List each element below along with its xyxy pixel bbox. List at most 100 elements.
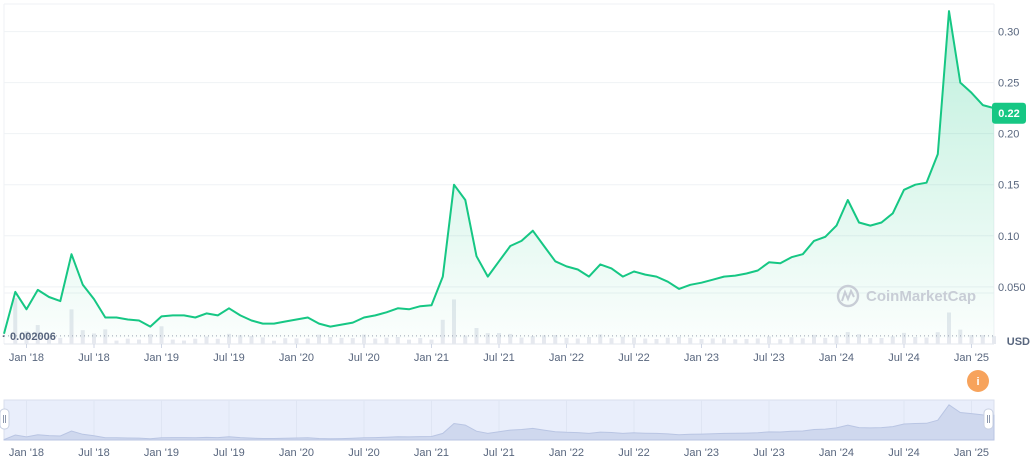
volume-bar — [812, 334, 816, 344]
volume-bar — [215, 338, 220, 344]
event-info-marker[interactable]: i — [967, 370, 989, 392]
volume-bar — [609, 338, 614, 344]
x-tick-label: Jan '24 — [819, 352, 854, 364]
volume-bar — [800, 338, 805, 344]
navigator-x-axis: Jan '18 Jul '18 Jan '19 Jul '19 Jan '20 Jul '… — [9, 447, 989, 459]
volume-bar — [834, 335, 839, 344]
volume-bar — [587, 337, 591, 344]
price-line — [3, 10, 995, 335]
x-tick-label: Jul '23 — [753, 352, 784, 364]
volume-bar — [744, 338, 749, 344]
volume-bar — [485, 333, 490, 344]
volume-bar — [58, 337, 63, 344]
navigator-tick-label: Jan '25 — [954, 447, 989, 459]
volume-bar — [249, 335, 254, 344]
price-area — [4, 11, 994, 338]
volume-bar — [362, 334, 366, 344]
volume-bar — [643, 338, 648, 344]
volume-bar — [564, 337, 569, 344]
navigator-tick-label: Jan '22 — [549, 447, 584, 459]
y-tick-label: 0.15 — [998, 180, 1019, 192]
volume-bar — [789, 337, 794, 344]
volume-bar — [542, 335, 546, 344]
volume-bar — [395, 336, 400, 344]
volume-bar — [980, 335, 985, 344]
volume-bar — [407, 339, 411, 344]
x-tick-label: Jul '22 — [618, 352, 649, 364]
volume-bar — [553, 335, 558, 344]
navigator-tick-label: Jul '18 — [78, 447, 109, 459]
y-tick-label: 0.20 — [998, 129, 1019, 141]
volume-bar — [272, 340, 276, 344]
volume-bar — [508, 333, 513, 344]
x-tick-label: Jul '18 — [78, 352, 109, 364]
x-tick-label: Jul '19 — [213, 352, 244, 364]
range-navigator[interactable] — [0, 399, 995, 441]
x-tick-label: Jan '18 — [9, 352, 44, 364]
volume-bar — [733, 339, 738, 344]
volume-bar — [137, 339, 141, 344]
x-tick-label: Jan '21 — [414, 352, 449, 364]
x-axis: Jan '18 Jul '18 Jan '19 Jul '19 Jan '20 Jul '… — [9, 352, 989, 364]
volume-bar — [497, 333, 501, 344]
volume-bar — [182, 340, 186, 344]
current-price-label: 0.22 — [998, 108, 1019, 120]
navigator-left-handle[interactable] — [0, 408, 10, 430]
info-icon: i — [976, 376, 979, 388]
currency-label: USD — [1007, 336, 1030, 348]
volume-bar — [620, 336, 625, 344]
volume-bar — [418, 338, 423, 344]
navigator-tick-label: Jan '23 — [684, 447, 719, 459]
volume-bar — [845, 332, 850, 344]
volume-bar — [170, 339, 175, 344]
volume-bar — [654, 338, 659, 344]
volume-bar — [823, 337, 828, 344]
volume-bar — [294, 338, 299, 344]
volume-bar — [722, 338, 726, 344]
navigator-area — [3, 404, 995, 441]
x-tick-label: Jul '20 — [348, 352, 379, 364]
x-tick-label: Jul '24 — [888, 352, 919, 364]
y-tick-label: 0.30 — [998, 27, 1019, 39]
navigator-tick-label: Jan '24 — [819, 447, 854, 459]
volume-bar — [935, 332, 940, 344]
navigator-tick-label: Jul '22 — [618, 447, 649, 459]
volume-bar — [125, 338, 130, 344]
volume-bar — [767, 336, 771, 344]
navigator-tick-label: Jul '21 — [483, 447, 514, 459]
x-tick-label: Jan '22 — [549, 352, 584, 364]
volume-bar — [710, 338, 715, 344]
x-tick-label: Jan '19 — [144, 352, 179, 364]
volume-bar — [260, 337, 265, 344]
y-axis: 0.050 0.10 0.15 0.20 0.25 0.30 — [998, 27, 1026, 294]
volume-bar — [699, 338, 704, 344]
x-tick-label: Jul '21 — [483, 352, 514, 364]
volume-bar — [902, 332, 906, 344]
volume-bar — [227, 333, 231, 344]
volume-bar — [193, 338, 198, 344]
volume-bar — [688, 337, 693, 344]
baseline-marker: · — [2, 331, 6, 343]
volume-bar — [890, 336, 895, 344]
navigator-tick-label: Jul '19 — [213, 447, 244, 459]
navigator-right-handle[interactable] — [983, 408, 994, 430]
volume-bar — [305, 338, 310, 344]
coinmarketcap-watermark: CoinMarketCap — [836, 284, 976, 308]
volume-bar — [879, 337, 884, 344]
navigator-tick-label: Jan '18 — [9, 447, 44, 459]
y-tick-label: 0.050 — [998, 282, 1026, 294]
navigator-tick-label: Jul '20 — [348, 447, 379, 459]
volume-bar — [778, 339, 783, 344]
volume-bar — [328, 337, 333, 344]
volume-bar — [857, 334, 861, 344]
volume-bar — [204, 336, 209, 344]
navigator-tick-label: Jan '19 — [144, 447, 179, 459]
volume-bar — [755, 338, 760, 344]
volume-bar — [463, 335, 468, 344]
volume-bar — [575, 338, 580, 344]
volume-bar — [677, 336, 681, 344]
volume-bar — [598, 334, 603, 344]
volume-bar — [868, 338, 873, 344]
navigator-tick-label: Jul '23 — [753, 447, 784, 459]
